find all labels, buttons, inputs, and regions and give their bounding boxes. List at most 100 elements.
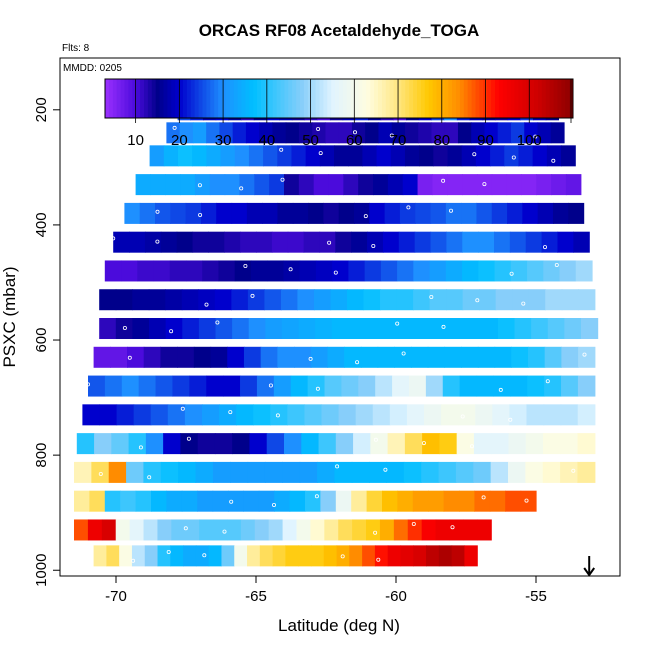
band-cell xyxy=(284,433,302,455)
sample-marker xyxy=(371,243,376,248)
colorbar-segment xyxy=(491,79,496,118)
band-cell xyxy=(116,404,135,426)
colorbar-segment xyxy=(339,79,344,118)
colorbar-segment xyxy=(257,79,262,118)
band-cell xyxy=(248,318,266,340)
band-cell xyxy=(240,375,258,397)
colorbar-segment xyxy=(300,79,305,118)
band-cell xyxy=(404,122,419,144)
band-cell xyxy=(219,404,237,426)
band-cell xyxy=(171,519,186,541)
band-cell xyxy=(559,260,577,282)
band-cell xyxy=(429,289,447,311)
band-cell xyxy=(319,145,335,167)
band-cell xyxy=(310,346,329,368)
band-cell xyxy=(215,318,233,340)
band-cell xyxy=(561,289,579,311)
sample-marker xyxy=(429,294,434,299)
band-cell xyxy=(121,260,138,282)
band-cell xyxy=(352,519,367,541)
sample-marker xyxy=(98,471,103,476)
band-cell xyxy=(525,231,543,253)
band-cell xyxy=(414,318,433,340)
band-cell xyxy=(432,174,448,196)
band-cell xyxy=(304,404,323,426)
band-cell xyxy=(497,318,516,340)
colorbar-segment xyxy=(253,79,258,118)
colorbar-segment xyxy=(206,79,211,118)
colorbar-segment xyxy=(268,79,274,118)
band-cell xyxy=(259,545,274,567)
band-cell xyxy=(180,433,199,455)
colorbar-segment xyxy=(553,79,558,118)
band-cell xyxy=(478,231,495,253)
band-cell xyxy=(170,202,187,224)
colorbar-segment xyxy=(432,79,437,118)
colorbar-segment xyxy=(245,79,250,118)
sample-marker xyxy=(229,499,234,504)
band-cell xyxy=(145,433,164,455)
band-cell xyxy=(230,461,249,483)
band-cell xyxy=(382,231,400,253)
band-cell xyxy=(155,375,174,397)
band-cell xyxy=(338,519,353,541)
colorbar-segment xyxy=(171,79,176,118)
band-cell xyxy=(128,433,147,455)
colorbar-segment xyxy=(261,79,266,118)
colorbar-segment xyxy=(151,79,157,118)
sample-marker xyxy=(448,208,453,213)
sample-marker xyxy=(475,298,480,303)
band-cell xyxy=(321,404,340,426)
x-axis-label: Latitude (deg N) xyxy=(278,616,400,635)
colorbar-segment xyxy=(510,79,515,118)
colorbar-segment xyxy=(463,79,469,118)
band-cell xyxy=(324,519,339,541)
colorbar-segment xyxy=(202,79,207,118)
band-cell xyxy=(462,289,480,311)
band-cell xyxy=(201,404,220,426)
band-cell xyxy=(473,433,492,455)
sample-marker xyxy=(314,494,319,499)
band-cell xyxy=(375,375,393,397)
band-cell xyxy=(351,461,370,483)
colorbar-segment xyxy=(370,79,375,118)
arrow-head xyxy=(583,567,596,577)
band-cell xyxy=(226,519,242,541)
band-cell xyxy=(240,231,257,253)
sample-marker xyxy=(441,178,446,183)
band-cell xyxy=(143,461,162,483)
band-cell xyxy=(392,375,410,397)
band-cell xyxy=(294,346,312,368)
band-cell xyxy=(492,404,510,426)
band-cell xyxy=(74,461,92,483)
x-tick-label: -70 xyxy=(105,588,127,605)
sample-marker xyxy=(147,475,152,480)
band-cell xyxy=(490,145,505,167)
sample-marker xyxy=(131,558,136,563)
colorbar-segment xyxy=(413,79,418,118)
colorbar-segment xyxy=(116,79,122,118)
colorbar-segment xyxy=(561,79,566,118)
x-axis: -70 -65 -60 -55 xyxy=(105,576,547,605)
band-cell xyxy=(305,145,321,167)
colorbar-segment xyxy=(526,79,531,118)
sample-marker xyxy=(411,522,416,527)
band-cell xyxy=(351,490,368,512)
band-cell xyxy=(406,404,425,426)
band-cell xyxy=(404,145,420,167)
colorbar-segment xyxy=(409,79,414,118)
band-cell xyxy=(213,519,228,541)
band-cell xyxy=(427,346,446,368)
band-cell xyxy=(135,174,152,196)
sample-marker xyxy=(222,529,227,534)
band-cell xyxy=(575,260,593,282)
colorbar-tick-label: 80 xyxy=(433,132,450,149)
sample-marker xyxy=(202,553,207,558)
colorbar-segment xyxy=(444,79,449,118)
band-cell xyxy=(245,122,260,144)
band-cell xyxy=(323,545,338,567)
band-cell xyxy=(348,260,366,282)
band-cell xyxy=(214,289,232,311)
colorbar-segment xyxy=(428,79,434,118)
band-cell xyxy=(508,461,526,483)
